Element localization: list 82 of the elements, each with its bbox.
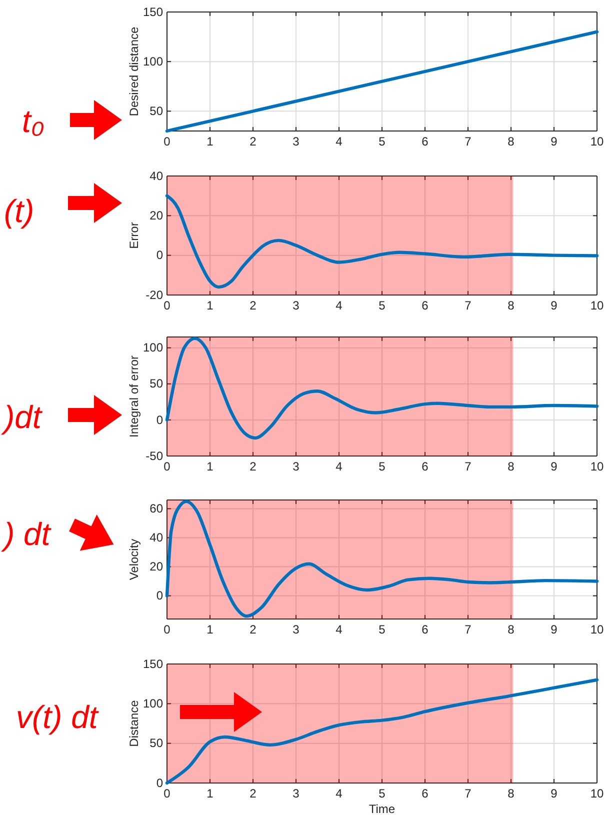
x-tick-label: 1	[206, 298, 214, 313]
x-tick-label: 6	[422, 786, 429, 801]
x-tick-label: 5	[378, 298, 386, 313]
x-tick-label: 4	[336, 298, 343, 313]
y-axis-title: Distance	[127, 700, 141, 747]
x-tick-label: 10	[590, 134, 604, 149]
x-tick-label: 3	[292, 786, 300, 801]
x-tick-label: 2	[250, 460, 257, 474]
y-tick-label: 60	[150, 502, 164, 516]
x-tick-label: 8	[508, 460, 515, 474]
x-tick-label: 5	[378, 786, 386, 801]
x-tick-label: 7	[464, 298, 472, 313]
x-tick-label: 2	[250, 786, 257, 801]
x-tick-label: 2	[250, 134, 257, 149]
y-tick-label: 0	[156, 248, 164, 262]
y-tick-label: 40	[150, 530, 164, 545]
y-tick-label: 20	[150, 208, 164, 223]
x-axis-title: Time	[368, 802, 396, 815]
x-tick-label: 5	[378, 622, 386, 637]
x-tick-label: 10	[590, 622, 604, 637]
x-tick-label: 8	[508, 786, 515, 801]
x-tick-label: 8	[508, 298, 515, 313]
y-tick-label: 0	[156, 776, 164, 790]
x-tick-label: 1	[206, 786, 214, 801]
text: v(t) dt	[16, 699, 99, 735]
x-tick-label: 5	[378, 460, 386, 474]
y-tick-label: 50	[150, 736, 164, 750]
y-tick-label: 0	[156, 588, 164, 603]
x-tick-label: 4	[336, 460, 343, 474]
x-tick-label: 6	[422, 134, 429, 149]
x-tick-label: 9	[550, 460, 558, 474]
x-tick-label: 2	[250, 298, 257, 313]
x-tick-label: 8	[508, 622, 515, 637]
x-tick-label: 8	[508, 134, 515, 149]
x-tick-label: 10	[590, 460, 604, 474]
x-tick-label: 9	[550, 622, 558, 637]
x-tick-label: 7	[464, 134, 472, 149]
x-tick-label: 9	[550, 786, 558, 801]
x-tick-label: 2	[250, 622, 257, 637]
x-tick-label: 6	[422, 460, 429, 474]
x-tick-label: 9	[550, 134, 558, 149]
x-tick-label: 1	[206, 622, 214, 637]
y-tick-label: 100	[142, 54, 164, 68]
x-tick-label: 3	[292, 134, 300, 149]
line-series	[165, 194, 599, 289]
x-tick-label: 3	[292, 298, 300, 313]
x-tick-label: 7	[464, 622, 472, 637]
x-tick-label: 10	[590, 786, 604, 801]
y-tick-label: 100	[142, 696, 164, 711]
x-tick-label: 3	[292, 622, 300, 637]
x-tick-label: 1	[206, 134, 214, 149]
y-tick-label: 150	[142, 656, 164, 671]
y-axis-title: Error	[127, 222, 141, 249]
x-tick-label: 9	[550, 298, 558, 313]
y-tick-label: -50	[146, 448, 164, 463]
x-tick-label: 6	[422, 298, 429, 313]
x-tick-label: 7	[464, 786, 472, 801]
y-tick-label: 50	[150, 376, 164, 391]
y-tick-label: 20	[150, 560, 164, 574]
y-tick-label: 150	[142, 4, 164, 19]
x-tick-label: 5	[378, 134, 386, 149]
text: (t)	[4, 193, 34, 229]
y-axis-title: Desired distance	[127, 26, 141, 116]
text: t₀	[22, 103, 44, 139]
y-axis-title: Integral of error	[127, 355, 141, 438]
x-tick-label: 6	[422, 622, 429, 637]
y-tick-label: 40	[150, 168, 164, 183]
x-tick-label: 10	[590, 298, 604, 313]
x-tick-label: 1	[206, 460, 214, 474]
x-tick-label: 4	[336, 622, 343, 637]
x-tick-label: 7	[464, 460, 472, 474]
y-axis-title: Velocity	[127, 538, 141, 580]
x-tick-label: 4	[336, 786, 343, 801]
line-series	[165, 500, 599, 618]
y-tick-label: 50	[150, 104, 164, 118]
y-tick-label: 100	[142, 340, 164, 355]
text: ) dt	[0, 516, 52, 552]
x-tick-label: 3	[292, 460, 300, 474]
y-tick-label: -20	[146, 288, 164, 302]
x-tick-label: 4	[336, 134, 343, 149]
text: )dt	[0, 399, 42, 435]
y-tick-label: 0	[156, 412, 164, 427]
